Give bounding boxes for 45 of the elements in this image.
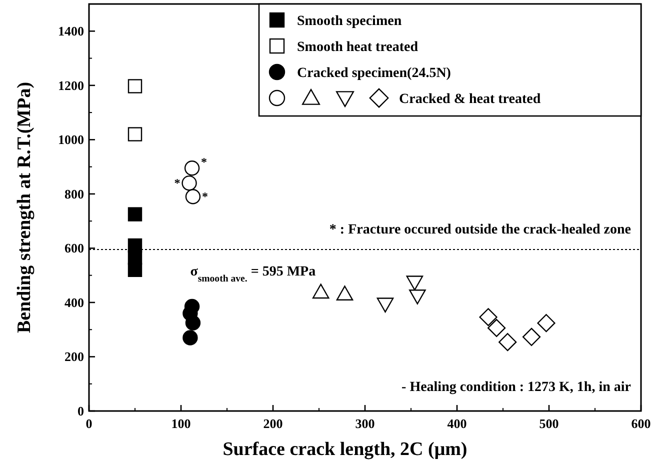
x-tick-label: 100 (171, 416, 191, 431)
x-tick-label: 500 (539, 416, 559, 431)
point (498, 333, 517, 352)
y-tick-label: 600 (64, 240, 84, 256)
y-tick-label: 0 (78, 404, 84, 418)
y-tick-label: 1000 (58, 132, 84, 148)
legend-label: Cracked specimen(24.5N) (297, 66, 452, 81)
point (185, 189, 201, 204)
legend-label: Smooth heat treated (297, 40, 418, 55)
point (184, 160, 200, 176)
point (537, 314, 556, 332)
legend-label: Smooth specimen (297, 14, 402, 29)
y-axis-title: Bending strength at R.T.(MPa) (14, 82, 35, 334)
point (128, 262, 142, 278)
point (182, 175, 197, 191)
point (488, 318, 506, 338)
x-tick-label: 300 (355, 416, 375, 431)
point (312, 284, 330, 299)
x-tick-label: 200 (263, 416, 283, 431)
legend-label: Cracked & heat treated (399, 92, 541, 107)
point (128, 207, 142, 222)
annotation: * (202, 190, 208, 204)
point (128, 79, 142, 94)
y-tick-label: 1400 (58, 24, 84, 39)
y-tick-label: 200 (64, 349, 84, 364)
x-axis-title: Surface crack length, 2C (μm) (222, 439, 468, 460)
point (479, 308, 498, 326)
ref-line-label: σ$_{smooth ave.}$ = 595 MPa (190, 264, 316, 284)
point (182, 330, 198, 346)
point (406, 276, 424, 291)
point (185, 315, 201, 330)
annotation: * (174, 176, 180, 190)
annotation: * (201, 155, 208, 170)
point (522, 328, 541, 346)
y-tick-label: 400 (64, 294, 84, 310)
point (409, 290, 426, 304)
point (128, 127, 142, 142)
point (376, 298, 394, 312)
y-tick-label: 800 (64, 186, 84, 202)
y-tick-label: 1200 (58, 78, 84, 93)
annotation: - Healing condition : 1273 K, 1h, in air (402, 380, 631, 395)
x-tick-label: 400 (447, 416, 467, 431)
point (336, 286, 354, 301)
x-tick-label: 600 (631, 416, 651, 431)
annotation: * : Fracture occured outside the crack-healed zone (329, 222, 631, 238)
